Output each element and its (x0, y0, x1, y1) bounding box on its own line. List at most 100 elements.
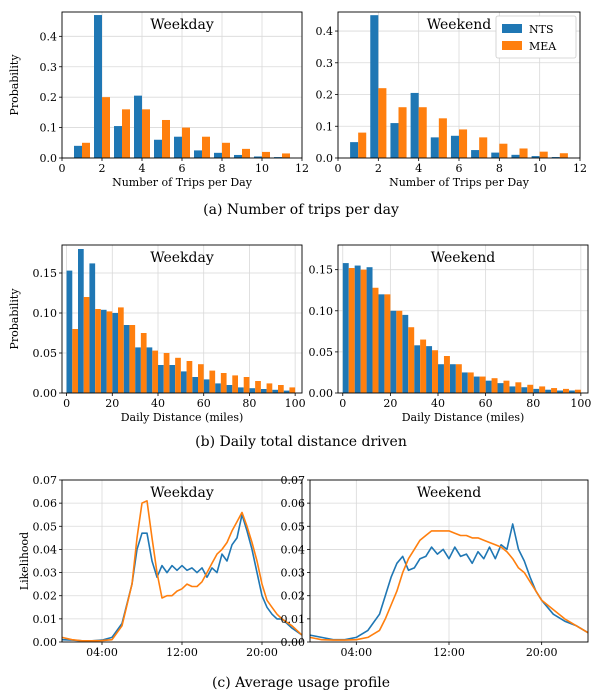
bar-nts (154, 139, 162, 158)
x-tick-label: 20:00 (246, 646, 278, 659)
bar-nts (354, 265, 361, 393)
bar-mea (418, 107, 427, 158)
y-tick-label: 0.00 (281, 636, 306, 649)
bar-nts (192, 377, 198, 393)
y-axis-label: Probability (8, 54, 21, 116)
bar-mea (559, 153, 568, 158)
bar-nts (283, 390, 290, 393)
x-tick-label: 8 (219, 162, 226, 175)
bar-mea (255, 381, 261, 393)
legend-swatch-nts (502, 24, 522, 33)
bar-nts (74, 145, 82, 158)
caption-a: (a) Number of trips per day (203, 202, 399, 218)
panel-title: Weekday (150, 250, 214, 266)
x-axis-label: Number of Trips per Day (389, 176, 530, 189)
bar-nts (203, 379, 210, 393)
y-tick-label: 0.03 (281, 567, 306, 580)
bar-mea (527, 384, 534, 393)
y-tick-label: 0.4 (316, 25, 334, 38)
bar-nts (511, 154, 520, 158)
bar-mea (479, 137, 488, 158)
bar-mea (551, 388, 558, 393)
bar-nts (234, 154, 242, 158)
y-tick-label: 0.2 (316, 89, 334, 102)
bar-mea (106, 311, 113, 393)
x-tick-label: 12:00 (166, 646, 198, 659)
x-tick-label: 2 (375, 162, 382, 175)
panel-title: Weekend (417, 485, 482, 501)
x-tick-label: 04:00 (86, 646, 118, 659)
y-tick-label: 0.02 (281, 590, 306, 603)
bar-mea (467, 372, 474, 393)
y-tick-label: 0.05 (309, 346, 334, 359)
bar-nts (568, 390, 575, 393)
bar-nts (461, 372, 468, 393)
bar-mea (82, 142, 90, 158)
bar-nts (134, 95, 142, 158)
panel-5: 04:00 12:00 20:000.000.010.020.030.040.050… (18, 474, 303, 659)
panel-title: Weekday (150, 485, 214, 501)
y-tick-label: 0.00 (309, 387, 334, 400)
y-tick-label: 0.06 (281, 497, 306, 510)
bar-mea (398, 107, 407, 158)
bar-mea (348, 268, 355, 393)
bar-mea (420, 339, 427, 393)
bar-mea (384, 294, 391, 393)
bar-mea (198, 364, 204, 393)
bar-nts (497, 383, 504, 393)
y-tick-label: 0.15 (309, 264, 334, 277)
bar-nts (100, 309, 107, 393)
x-tick-label: 0 (335, 162, 342, 175)
bar-mea (152, 350, 158, 393)
bar-mea (372, 287, 379, 393)
legend-label-mea: MEA (529, 40, 557, 53)
x-tick-label: 4 (139, 162, 146, 175)
bar-nts (485, 380, 492, 393)
x-tick-label: 10 (255, 162, 269, 175)
bar-mea (142, 109, 150, 158)
panel-title: Weekend (427, 17, 492, 33)
bar-mea (491, 378, 498, 393)
bar-mea (242, 148, 250, 158)
bar-nts (94, 15, 102, 158)
bar-mea (118, 307, 124, 393)
x-tick-label: 8 (496, 162, 503, 175)
y-tick-label: 0.10 (309, 305, 334, 318)
x-tick-label: 60 (197, 397, 211, 410)
y-tick-label: 0.00 (33, 387, 58, 400)
x-tick-label: 100 (285, 397, 306, 410)
bar-nts (414, 345, 421, 393)
bar-mea (202, 136, 210, 158)
bar-nts (545, 389, 552, 393)
x-tick-label: 100 (570, 397, 591, 410)
bar-nts (214, 152, 222, 158)
bar-nts (410, 92, 419, 158)
bar-nts (557, 390, 563, 393)
x-tick-label: 20 (383, 397, 397, 410)
line-mea (61, 499, 303, 642)
legend-label-nts: NTS (529, 23, 554, 36)
bar-mea (209, 370, 216, 393)
y-tick-label: 0.02 (33, 590, 58, 603)
bar-mea (95, 309, 101, 393)
x-tick-label: 80 (526, 397, 540, 410)
bar-nts (426, 346, 433, 393)
bar-nts (533, 388, 540, 393)
y-tick-label: 0.05 (281, 520, 306, 533)
bar-mea (122, 109, 130, 158)
x-tick-label: 12:00 (433, 646, 465, 659)
bar-mea (83, 297, 90, 393)
caption-c: (c) Average usage profile (212, 675, 390, 691)
x-tick-label: 0 (63, 397, 70, 410)
bar-nts (342, 263, 349, 393)
bar-mea (220, 373, 227, 393)
bar-nts (366, 267, 373, 393)
y-tick-label: 0.01 (281, 613, 306, 626)
x-tick-label: 20 (105, 397, 119, 410)
bar-nts (158, 365, 164, 393)
bar-nts (112, 313, 118, 393)
bar-nts (238, 387, 244, 393)
y-tick-label: 0.05 (33, 520, 58, 533)
y-tick-label: 0.07 (281, 474, 306, 487)
